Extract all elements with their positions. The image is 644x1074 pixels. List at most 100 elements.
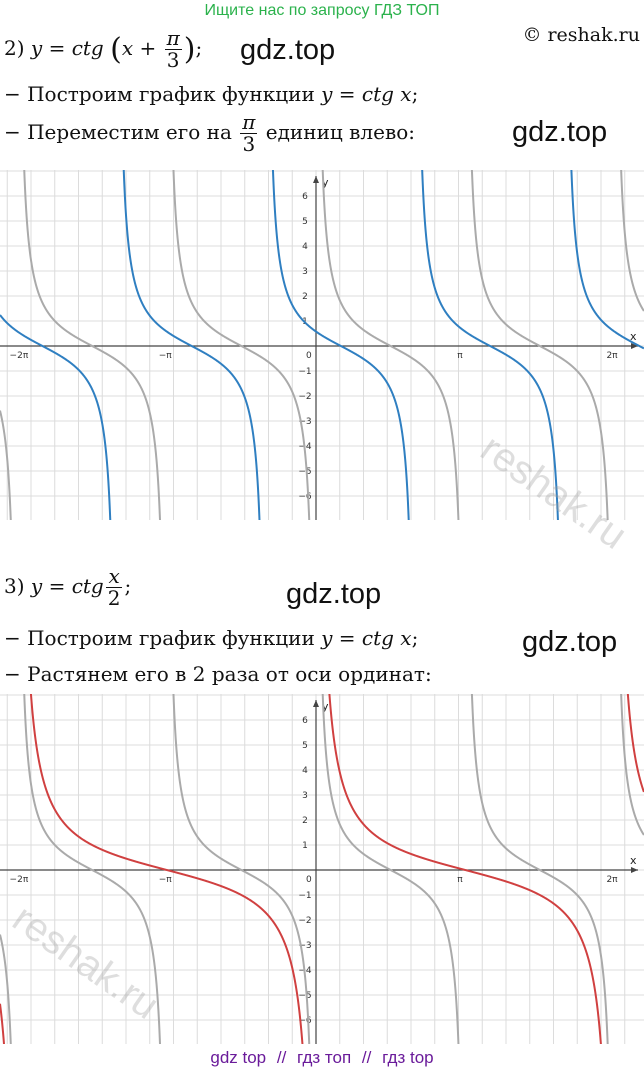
part2-step2-num: π — [240, 110, 258, 134]
part3-semicolon: ; — [124, 574, 132, 598]
grid — [0, 170, 644, 520]
part2-step1-formula: y = ctg x — [321, 82, 412, 106]
y-tick-label: 3 — [302, 791, 308, 801]
x-tick-label: −π — [159, 875, 173, 885]
part3-step1: − Построим график функции y = ctg x; — [4, 626, 418, 650]
grid — [0, 694, 644, 1044]
gdz-watermark-3: gdz.top — [286, 578, 382, 610]
y-tick-label: −2 — [298, 392, 311, 402]
part2-semicolon: ; — [195, 36, 203, 60]
y-tick-label: −6 — [298, 1016, 312, 1026]
curve-ctg-x-path — [0, 170, 644, 520]
x-axis-arrow — [631, 867, 638, 873]
part3-eq: = — [48, 574, 66, 598]
x-tick-label: π — [457, 875, 463, 885]
x-tick-label: −π — [159, 351, 173, 361]
part3-number: 3) — [4, 574, 25, 598]
curve-ctg-x-plus-pi3-path — [0, 170, 644, 520]
part2-eq: = — [48, 36, 66, 60]
footer-sep-2: // — [361, 1048, 372, 1067]
part2-step2-suffix: единиц влево: — [259, 120, 415, 144]
part2-frac-den: 3 — [166, 48, 180, 72]
part3-heading: 3) y = ctg x 2; — [4, 566, 131, 609]
copyright-notice: © reshak.ru — [522, 24, 640, 46]
curve-ctg-x-half-path — [0, 694, 644, 1044]
part3-step1-suffix: ; — [411, 626, 419, 650]
y-tick-label: −3 — [298, 417, 311, 427]
y-tick-label: 5 — [302, 741, 308, 751]
y-tick-label: 4 — [302, 766, 308, 776]
x-tick-label: 2π — [606, 875, 618, 885]
footer-sep-1: // — [276, 1048, 287, 1067]
part2-y: y — [30, 36, 43, 60]
curve-ctg-x — [0, 170, 644, 520]
part2-plus: + — [139, 36, 157, 60]
y-tick-label: 2 — [302, 816, 308, 826]
part2-step1-prefix: − Построим график функции — [4, 82, 322, 106]
curve-ctg-x — [0, 694, 644, 1044]
y-tick-label: −5 — [298, 467, 311, 477]
part2-heading: 2) y = ctg (x + π 3 ); — [4, 28, 202, 71]
x-axis-label: x — [630, 330, 637, 343]
curve-ctg-x-half — [0, 694, 644, 1044]
part3-step2: − Растянем его в 2 раза от оси ординат: — [4, 662, 432, 686]
curve-ctg-x-path — [0, 694, 644, 1044]
y-tick-label: 5 — [302, 217, 308, 227]
gdz-watermark-4: gdz.top — [522, 626, 618, 658]
y-axis-arrow — [313, 176, 319, 183]
part2-rparen: ) — [183, 32, 196, 67]
curve-ctg-x-plus-pi3 — [0, 170, 644, 520]
graph-ctg-shift: x y −2π −π 0 π 2π 6 5 4 3 2 1 −1 −2 −3 −4 −5 −6 — [0, 170, 644, 520]
graph-ctg-stretch: x y −2π −π 0 π 2π 6 5 4 3 2 1 −1 −2 −3 −4 −5 −6 — [0, 694, 644, 1044]
y-tick-label: −1 — [298, 367, 311, 377]
x-axis-label: x — [630, 854, 637, 867]
footer-links: gdz top // гдз топ // гдз top — [0, 1048, 644, 1068]
y-tick-label: −2 — [298, 916, 311, 926]
footer-link-2[interactable]: гдз топ — [297, 1048, 352, 1067]
y-tick-label: 3 — [302, 267, 308, 277]
part2-lparen: ( — [110, 32, 122, 67]
y-axis-label: y — [322, 700, 329, 713]
x-tick-label: −2π — [10, 351, 29, 361]
y-tick-label: 1 — [302, 841, 308, 851]
x-tick-label: 2π — [606, 351, 618, 361]
part2-step2-den: 3 — [242, 132, 256, 156]
part2-number: 2) — [4, 36, 25, 60]
y-tick-label: −1 — [298, 891, 311, 901]
y-axis-label: y — [322, 176, 329, 189]
part3-step1-prefix: − Построим график функции — [4, 626, 322, 650]
part3-frac-den: 2 — [107, 586, 121, 610]
part2-fraction: π 3 — [164, 26, 182, 72]
part2-frac-num: π — [164, 26, 182, 50]
x-axis-arrow — [631, 343, 638, 349]
y-tick-label: 2 — [302, 292, 308, 302]
x-tick-label: π — [457, 351, 463, 361]
part2-step1: − Построим график функции y = ctg x; — [4, 82, 418, 106]
footer-link-1[interactable]: gdz top — [210, 1048, 267, 1067]
x-tick-label: −2π — [10, 875, 29, 885]
gdz-watermark-1: gdz.top — [240, 34, 336, 66]
x-tick-label: 0 — [306, 875, 312, 885]
y-tick-label: 4 — [302, 242, 308, 252]
footer-link-3[interactable]: гдз top — [382, 1048, 434, 1067]
y-axis-arrow — [313, 700, 319, 707]
part2-step2-prefix: − Переместим его на — [4, 120, 239, 144]
gdz-watermark-2: gdz.top — [512, 116, 608, 148]
part3-fn: ctg — [71, 574, 104, 598]
part2-fn: ctg — [71, 36, 104, 60]
part3-frac-num: x — [105, 566, 123, 588]
y-tick-label: −6 — [298, 492, 312, 502]
y-tick-label: 6 — [302, 716, 308, 726]
part3-step1-formula: y = ctg x — [321, 626, 412, 650]
part2-x: x — [121, 36, 134, 60]
search-banner[interactable]: Ищите нас по запросу ГДЗ ТОП — [204, 2, 440, 19]
y-tick-label: −5 — [298, 991, 311, 1001]
part3-y: y — [30, 574, 43, 598]
y-tick-label: 6 — [302, 192, 308, 202]
x-tick-label: 0 — [306, 351, 312, 361]
